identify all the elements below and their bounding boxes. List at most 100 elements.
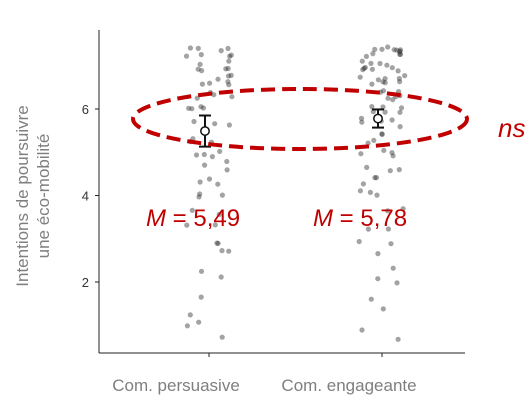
data-point [369, 104, 375, 110]
data-point [226, 82, 232, 88]
y-axis-ticks: 2 4 6 [82, 102, 99, 290]
data-point [223, 66, 229, 72]
data-point [394, 280, 400, 286]
y-axis-title-line-2: une éco-mobilité [34, 134, 53, 259]
data-point [218, 48, 224, 54]
x-axis-ticks: Com. persuasive Com. engageante [112, 353, 417, 395]
data-point [365, 226, 371, 232]
data-point [198, 52, 204, 58]
data-point [358, 115, 365, 121]
data-point [198, 268, 205, 274]
data-point [219, 192, 225, 198]
data-point [384, 62, 390, 68]
significance-label: ns [498, 113, 525, 143]
data-point [373, 175, 379, 181]
data-point [380, 88, 387, 94]
data-point [193, 152, 200, 158]
mean-label-persuasive: M = 5,49 [146, 205, 240, 232]
x-tick-label: Com. engageante [281, 376, 416, 395]
y-tick-label: 2 [82, 275, 89, 290]
mean-marker [373, 113, 383, 124]
data-point [370, 51, 376, 57]
data-point [197, 191, 203, 197]
data-point [225, 45, 231, 52]
data-point [191, 118, 197, 125]
data-point [365, 140, 371, 146]
x-tick-label: Com. persuasive [112, 376, 240, 395]
data-point [388, 241, 394, 247]
data-point [389, 117, 395, 123]
data-point [217, 148, 223, 154]
data-point [226, 122, 232, 128]
data-point [226, 248, 232, 254]
data-point [367, 189, 373, 195]
y-tick-label: 4 [82, 189, 89, 204]
data-point [397, 124, 403, 130]
significance-ellipse [131, 87, 469, 151]
data-point [359, 58, 365, 64]
data-point [226, 58, 232, 64]
data-point [214, 240, 220, 246]
data-point [187, 312, 193, 318]
data-point [209, 154, 215, 160]
data-point [215, 76, 221, 82]
data-point [225, 79, 231, 85]
data-point [362, 64, 368, 71]
data-point [389, 150, 395, 156]
data-point [186, 105, 192, 111]
data-point [391, 47, 397, 53]
data-point [225, 65, 231, 72]
data-point [397, 109, 403, 115]
data-point [379, 46, 385, 52]
data-point [196, 319, 202, 325]
data-point [212, 222, 218, 228]
data-point [189, 207, 195, 213]
data-point [397, 79, 403, 85]
data-points [183, 44, 408, 342]
data-point [379, 131, 385, 137]
data-point [359, 327, 365, 333]
data-point [359, 119, 365, 125]
data-point [377, 60, 383, 67]
data-point [369, 66, 375, 72]
data-point [397, 51, 404, 57]
data-point [357, 74, 363, 80]
data-point [216, 211, 222, 218]
data-point [394, 47, 400, 53]
data-point [385, 226, 391, 232]
data-point [184, 323, 190, 329]
data-point [382, 76, 388, 82]
data-point [196, 194, 202, 200]
mean-label-engageante-prefix: M [313, 205, 333, 232]
y-axis-title-line-1: Intentions de poursuivre [13, 105, 32, 286]
data-point [211, 92, 217, 98]
data-point [396, 167, 402, 173]
data-point [360, 67, 366, 73]
data-point [202, 162, 208, 168]
data-point [375, 251, 381, 257]
data-point [198, 294, 204, 300]
data-point [358, 151, 364, 157]
data-point [224, 158, 230, 165]
data-point [228, 52, 234, 58]
data-point [218, 274, 224, 280]
data-point [374, 192, 380, 198]
data-point [380, 104, 386, 110]
data-point [381, 147, 387, 153]
data-point [197, 179, 203, 185]
data-point [219, 334, 225, 340]
data-point [215, 181, 221, 187]
data-point [200, 105, 206, 111]
mean-label-persuasive-prefix: M [146, 205, 166, 232]
data-point [385, 208, 391, 214]
data-point [195, 66, 201, 72]
y-axis-title: Intentions de poursuivre une éco-mobilit… [13, 105, 53, 286]
data-point [375, 77, 381, 83]
data-point [379, 131, 385, 137]
data-point [396, 75, 402, 82]
data-point [368, 60, 374, 66]
data-point [187, 45, 193, 51]
data-point [207, 80, 213, 86]
error-bars [199, 108, 384, 148]
mean-label-persuasive-value: = 5,49 [166, 205, 240, 232]
